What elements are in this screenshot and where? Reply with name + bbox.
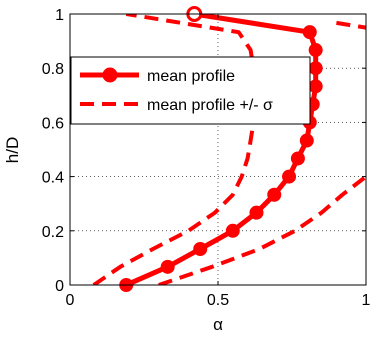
mean-profile-point [249,205,264,220]
mean-profile-point [308,43,323,58]
mean-profile-point [282,169,297,184]
mean-profile-point [302,25,317,40]
mean-profile-point [299,133,314,148]
legend-label-mean-profile: mean profile [147,68,235,85]
legend: mean profile mean profile +/- σ [70,56,311,125]
mean-profile-point [267,187,282,202]
x-axis-label: α [213,315,223,334]
y-tick-label: 0 [55,278,64,295]
x-tick-label: 0 [66,292,75,309]
mean-profile-point [308,79,323,94]
sigma-band-line-2 [158,175,366,285]
legend-marker-mean-profile [102,67,118,83]
mean-profile-point [193,241,208,256]
sigma-band-line-3 [336,20,366,30]
mean-profile-point [160,259,175,274]
y-tick-label: 0.6 [42,115,64,132]
x-tick-label: 0.5 [207,292,229,309]
x-tick-label: 1 [362,292,371,309]
series-group [92,14,366,285]
mean-profile-point [225,223,240,238]
mean-profile-point [308,61,323,76]
mean-profile-line [125,14,319,285]
ticks: 0 0.5 1 0 0.2 0.4 0.6 0.8 1 [42,7,371,309]
legend-label-mean-profile-sigma: mean profile +/- σ [147,97,273,114]
y-tick-label: 0.2 [42,224,64,241]
y-tick-label: 1 [55,7,64,24]
mean-profile-point [290,151,305,166]
y-axis-label: h/D [3,137,22,163]
y-tick-label: 0.4 [42,170,64,187]
y-tick-label: 0.8 [42,61,64,78]
sigma-band-line-1 [92,14,256,285]
